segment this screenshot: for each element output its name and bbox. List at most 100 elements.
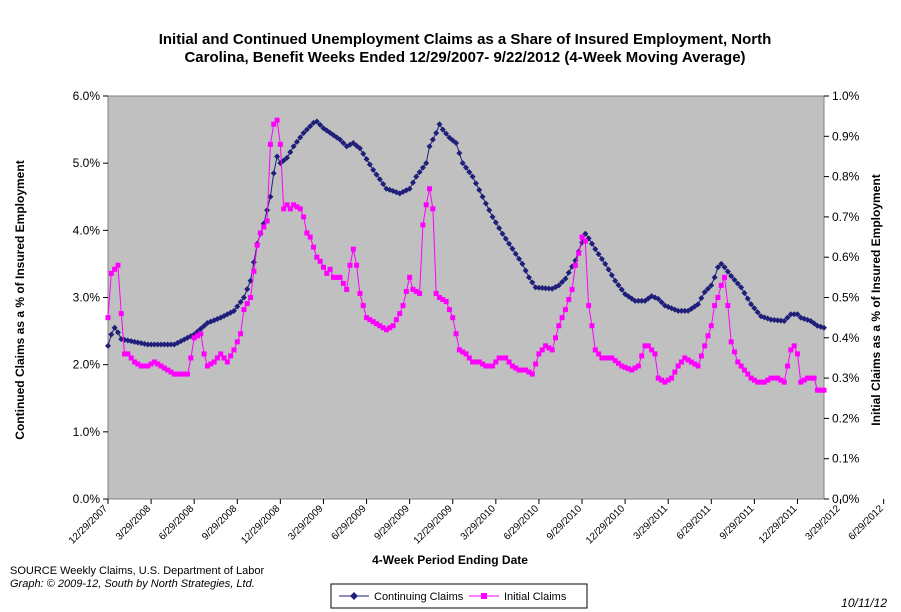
continuing-claims-point <box>794 311 801 318</box>
initial-claims-point <box>248 295 254 300</box>
initial-claims-point <box>141 363 147 369</box>
continuing-claims-point <box>751 305 758 312</box>
initial-claims-point <box>161 365 167 371</box>
initial-claims-point <box>539 347 545 353</box>
initial-claims-point <box>655 375 661 381</box>
initial-claims-point <box>453 331 459 337</box>
initial-claims-point <box>334 274 340 280</box>
initial-claims-point <box>135 361 141 367</box>
initial-claims-point <box>556 323 562 329</box>
continuing-claims-point <box>144 341 151 348</box>
continuing-claims-point <box>821 324 827 331</box>
initial-claims-point <box>330 274 336 280</box>
continuing-claims-point <box>708 282 715 289</box>
initial-claims-point <box>768 375 774 381</box>
continuing-claims-point <box>436 121 443 128</box>
initial-claims-point <box>692 361 698 367</box>
initial-claims-point <box>513 365 519 371</box>
continuing-claims-point <box>525 274 532 281</box>
initial-claims-point <box>745 371 751 377</box>
initial-claims-point <box>619 363 625 369</box>
initial-claims-point <box>811 375 817 381</box>
x-tick-label: 9/29/2010 <box>545 503 585 543</box>
initial-claims-point <box>722 274 728 280</box>
initial-claims-point <box>251 268 257 274</box>
initial-claims-point <box>267 141 273 147</box>
initial-claims-point <box>529 371 535 377</box>
continuing-claims-point <box>409 179 416 186</box>
continuing-claims-point <box>744 295 751 302</box>
continuing-claims-point <box>738 284 745 291</box>
continuing-claims-point <box>734 280 741 287</box>
y-tick-label-right: 0.8% <box>832 170 860 184</box>
initial-claims-point <box>241 307 247 313</box>
initial-claims-point <box>712 303 718 309</box>
initial-claims-point <box>483 363 489 369</box>
initial-claims-point <box>738 363 744 369</box>
continuing-claims-point <box>588 240 595 247</box>
initial-claims-point <box>606 355 612 361</box>
initial-claims-point <box>523 367 529 373</box>
initial-claims-point <box>407 274 413 280</box>
initial-claims-point <box>314 254 320 260</box>
initial-claims-point <box>244 301 250 307</box>
continuing-claims-point <box>380 180 387 187</box>
continuing-claims-point <box>234 303 241 310</box>
continuing-claims-point <box>167 341 174 348</box>
continuing-claims-point <box>555 282 562 289</box>
continuing-claims-point <box>297 134 304 141</box>
y-tick-label-left: 5.0% <box>73 156 101 170</box>
continuing-claims-point <box>274 153 281 160</box>
continuing-claims-point <box>605 266 612 273</box>
x-tick-label: 12/29/2009 <box>412 503 455 546</box>
continuing-claims-point <box>602 260 609 267</box>
continuing-claims-point <box>529 279 536 286</box>
continuing-claims-point <box>426 143 433 150</box>
continuing-claims-point <box>446 134 453 141</box>
y-tick-label-left: 6.0% <box>73 89 101 103</box>
initial-claims-point <box>596 351 602 357</box>
continuing-claims-point <box>728 273 735 280</box>
initial-claims-point <box>506 359 512 365</box>
chart-title-line-2: Carolina, Benefit Weeks Ended 12/29/2007… <box>184 49 746 66</box>
initial-claims-point <box>261 224 267 230</box>
initial-claims-point <box>718 282 724 288</box>
initial-claims-point <box>543 343 549 349</box>
continuing-claims-point <box>704 285 711 292</box>
initial-claims-point <box>808 375 814 381</box>
initial-claims-point <box>758 379 764 385</box>
initial-claims-point <box>400 303 406 309</box>
initial-claims-point <box>175 371 181 377</box>
initial-claims-point <box>476 359 482 365</box>
initial-claims-point <box>778 377 784 383</box>
continuing-claims-point <box>754 309 761 316</box>
continuing-claims-point <box>376 176 383 183</box>
continuing-claims-point <box>512 250 519 257</box>
continuing-claims-point <box>482 200 489 207</box>
source-line: SOURCE Weekly Claims, U.S. Department of… <box>10 565 265 577</box>
initial-claims-point <box>446 307 452 313</box>
initial-claims-point <box>204 363 210 369</box>
initial-claims-point <box>751 377 757 383</box>
initial-claims-point <box>775 375 781 381</box>
continuing-claims-point <box>439 126 446 133</box>
initial-claims-point <box>549 347 555 353</box>
chart-title-line-1: Initial and Continued Unemployment Claim… <box>158 31 772 48</box>
initial-claims-point <box>748 375 754 381</box>
initial-claims-point <box>649 347 655 353</box>
initial-claims-point <box>553 335 558 341</box>
x-tick-label: 6/29/2010 <box>502 503 542 543</box>
initial-claims-point <box>659 377 665 383</box>
initial-claims-point <box>128 355 134 361</box>
initial-claims-point <box>287 206 293 212</box>
initial-claims-point <box>625 366 631 372</box>
initial-claims-point <box>198 331 204 337</box>
initial-claims-point <box>347 262 353 268</box>
continuing-claims-point <box>201 322 208 329</box>
initial-claims-point <box>231 347 237 353</box>
continuing-claims-point <box>476 187 483 194</box>
continuing-claims-point <box>154 341 161 348</box>
y-tick-label-right: 0.4% <box>832 331 860 345</box>
initial-claims-point <box>165 367 171 373</box>
